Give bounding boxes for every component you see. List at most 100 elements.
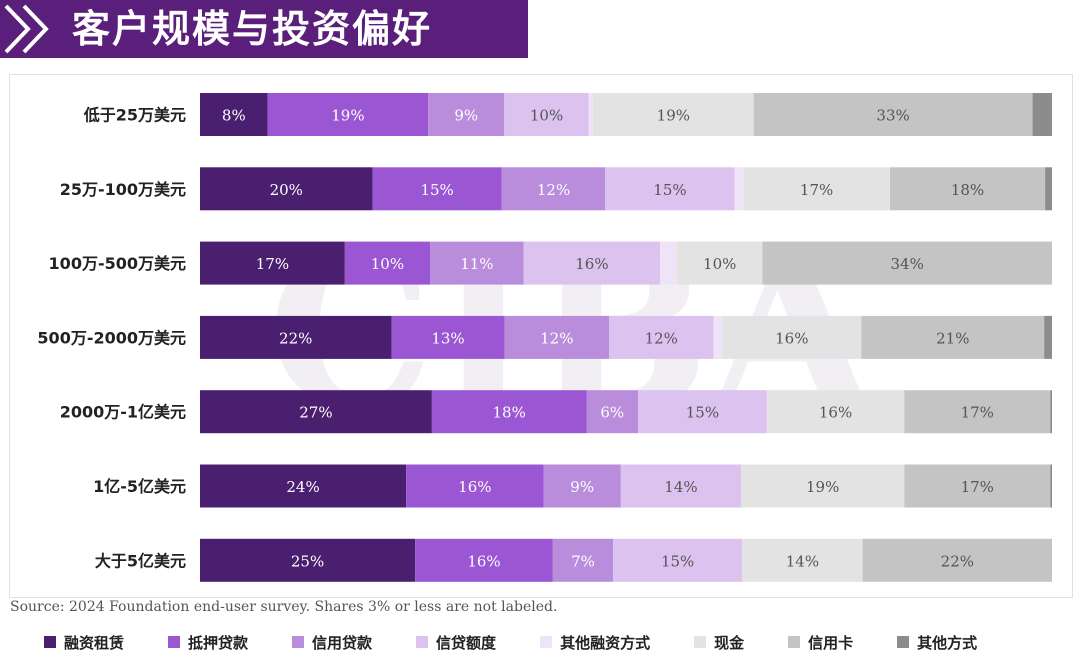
bar-segment <box>743 167 890 211</box>
category-label: 500万-2000万美元 <box>37 328 186 347</box>
legend-item: 融资租赁 <box>44 632 124 653</box>
data-label: 19% <box>331 107 364 125</box>
legend-swatch <box>897 636 910 648</box>
data-label: 19% <box>657 107 690 125</box>
legend-item: 信用卡 <box>788 632 853 653</box>
data-label: 21% <box>936 329 969 347</box>
bar-segment <box>428 93 505 136</box>
bar-segment <box>200 167 373 211</box>
bar-segment <box>677 241 763 285</box>
data-label: 18% <box>951 181 984 199</box>
bar-segment <box>504 93 589 136</box>
data-label: 34% <box>890 255 923 273</box>
bar-segment <box>620 464 742 508</box>
bar-segment <box>762 241 1052 285</box>
data-label: 14% <box>664 478 697 496</box>
category-label: 100万-500万美元 <box>49 254 186 273</box>
bar-segment <box>372 167 502 211</box>
data-label: 12% <box>540 329 573 347</box>
bar-segment <box>552 538 614 582</box>
legend-swatch <box>416 636 429 648</box>
bar-segment <box>200 315 392 359</box>
bar-segment <box>267 93 429 136</box>
bar-segment <box>861 315 1045 359</box>
bar-segment <box>415 538 553 582</box>
data-label: 7% <box>571 552 595 570</box>
data-label: 14% <box>786 552 819 570</box>
bar-segment <box>1044 315 1052 359</box>
category-label: 低于25万美元 <box>83 106 186 125</box>
bar-segment <box>593 93 754 136</box>
data-label: 15% <box>653 181 686 199</box>
data-label: 17% <box>256 255 289 273</box>
data-label: 16% <box>467 552 500 570</box>
double-chevron-icon <box>4 4 49 54</box>
legend-label: 抵押贷款 <box>188 633 249 652</box>
bar-segment <box>722 315 862 359</box>
category-label: 25万-100万美元 <box>60 180 186 199</box>
bar-segment <box>200 464 407 508</box>
data-label: 10% <box>371 255 404 273</box>
bar-segment <box>200 93 268 136</box>
legend-swatch <box>168 636 181 648</box>
bar-segment <box>660 241 678 285</box>
data-label: 15% <box>661 552 694 570</box>
bar-segment <box>406 464 544 508</box>
bar-segment <box>391 315 505 359</box>
bar-segment <box>501 167 606 211</box>
bar-segment <box>543 464 621 508</box>
data-label: 9% <box>454 107 478 125</box>
bar-segment <box>638 390 767 434</box>
bar-segment <box>200 538 416 582</box>
bar-segment <box>200 390 432 434</box>
bar-segment <box>430 241 524 285</box>
bar-segment <box>742 538 863 582</box>
data-label: 24% <box>286 478 319 496</box>
data-label: 16% <box>775 329 808 347</box>
data-label: 15% <box>420 181 453 199</box>
page-title: 客户规模与投资偏好 <box>72 6 433 51</box>
legend-item: 其他融资方式 <box>540 632 650 653</box>
bar-segment <box>1045 167 1052 211</box>
header-band <box>0 0 528 58</box>
data-label: 10% <box>530 107 563 125</box>
data-label: 9% <box>570 478 594 496</box>
data-label: 22% <box>941 552 974 570</box>
legend-item: 信贷额度 <box>416 632 496 653</box>
bar-segment <box>605 167 735 211</box>
data-label: 17% <box>961 478 994 496</box>
bar-segment <box>588 93 594 136</box>
bar-segment <box>1032 93 1052 136</box>
legend-label: 信用贷款 <box>312 633 373 652</box>
bar-segment <box>344 241 431 285</box>
legend-item: 抵押贷款 <box>168 632 248 653</box>
bar-segment <box>904 390 1051 434</box>
data-label: 16% <box>575 255 608 273</box>
bar-segment <box>431 390 587 434</box>
bar-segment <box>609 315 714 359</box>
data-label: 20% <box>270 181 303 199</box>
legend-label: 其他融资方式 <box>560 633 651 652</box>
bar-segment <box>904 464 1051 508</box>
data-label: 19% <box>806 478 839 496</box>
legend-item: 信用贷款 <box>292 632 372 653</box>
data-label: 22% <box>279 329 312 347</box>
legend-swatch <box>292 636 305 648</box>
data-label: 33% <box>876 107 909 125</box>
legend-label: 现金 <box>714 633 745 652</box>
bar-segment <box>586 390 639 434</box>
category-label: 1亿-5亿美元 <box>93 477 186 496</box>
data-label: 12% <box>537 181 570 199</box>
data-label: 6% <box>600 404 624 422</box>
bar-segment <box>200 241 345 285</box>
bar-segment <box>613 538 743 582</box>
bar-segment <box>713 315 723 359</box>
bar-segment <box>889 167 1046 211</box>
data-label: 11% <box>460 255 493 273</box>
bar-segment <box>734 167 744 211</box>
bar-segment <box>741 464 905 508</box>
bar-segment <box>766 390 905 434</box>
source-note: Source: 2024 Foundation end-user survey.… <box>10 599 558 615</box>
legend-label: 信贷额度 <box>436 633 497 652</box>
